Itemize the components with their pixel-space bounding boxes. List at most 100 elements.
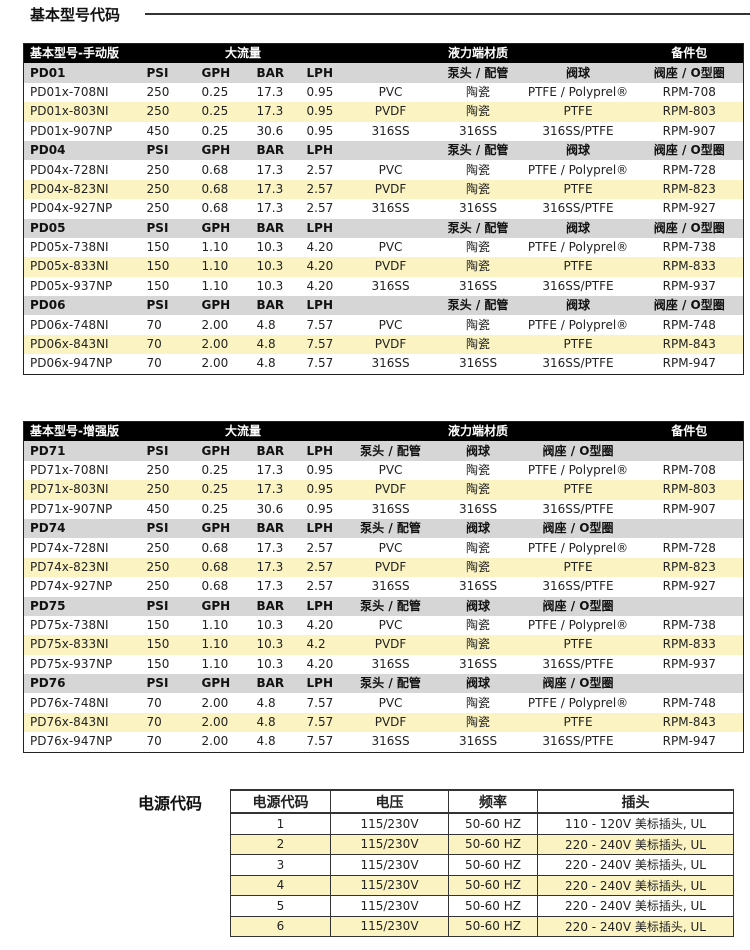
cell: 2.00 (195, 354, 251, 375)
cell: PVC (345, 538, 436, 558)
cell: 4.8 (250, 315, 301, 335)
cell: PD74x-927NP (23, 577, 141, 597)
column-header: 阀球 (435, 674, 521, 694)
table-row: PD05x-937NP 150 1.10 10.3 4.20 316SS 316SS 316S… (23, 276, 744, 297)
cell: PVC (345, 315, 436, 335)
cell: 陶瓷 (435, 557, 521, 578)
cell: RPM-907 (635, 499, 744, 519)
cell: 0.95 (300, 82, 346, 103)
cell: PTFE (520, 334, 636, 355)
power-header-row: 电源代码 电压 频率 插头 (230, 789, 734, 814)
cell: 115/230V (330, 895, 449, 917)
cell: PD06x-843NI (23, 334, 141, 355)
column-header: 泵头 / 配管 (435, 140, 521, 161)
power-row: 6 115/230V 50-60 HZ 220 - 240V 美标插头, UL (230, 915, 734, 937)
column-header: 泵头 / 配管 (345, 596, 436, 616)
column-header: 阀座 / O型圈 (635, 140, 744, 161)
cell: 7.57 (300, 732, 346, 753)
cell: 150 (140, 276, 196, 297)
cell: PVDF (345, 712, 436, 733)
cell: 316SS/PTFE (520, 354, 636, 375)
table-row: PD74x-823NI 250 0.68 17.3 2.57 PVDF 陶瓷 PTFE RPM-… (23, 557, 744, 578)
cell: PVDF (345, 557, 436, 578)
group-name: PD06 (23, 296, 141, 316)
cell: 2.00 (195, 732, 251, 753)
table-row: PD75x-937NP 150 1.10 10.3 4.20 316SS 316SS 316S… (23, 654, 744, 675)
cell: PD76x-843NI (23, 712, 141, 733)
group-header-row: PD06 PSI GPH BAR LPH 泵头 / 配管 阀球 阀座 / O型圈 (23, 296, 744, 316)
cell: RPM-907 (635, 121, 744, 141)
cell: 250 (140, 199, 196, 219)
column-header: 阀座 / O型圈 (635, 63, 744, 83)
cell: 2.00 (195, 334, 251, 355)
group-name: PD75 (23, 596, 141, 616)
cell: RPM-738 (635, 237, 744, 258)
cell: 250 (140, 577, 196, 597)
cell: 70 (140, 693, 196, 713)
cell: PVDF (345, 334, 436, 355)
table-row: PD74x-927NP 250 0.68 17.3 2.57 316SS 316SS 316S… (23, 577, 744, 597)
cell: PD74x-823NI (23, 557, 141, 578)
column-header: 阀座 / O型圈 (520, 518, 636, 539)
table-row: PD71x-803NI 250 0.25 17.3 0.95 PVDF 陶瓷 PTFE RPM-… (23, 480, 744, 500)
cell: 1.10 (195, 276, 251, 297)
cell: 316SS (435, 577, 521, 597)
cell: PTFE / Polyprel® (520, 460, 636, 481)
cell: 0.25 (195, 499, 251, 519)
group-name: PD05 (23, 218, 141, 238)
cell: RPM-738 (635, 615, 744, 636)
table-header-row: 基本型号-增强版 大流量 液力端材质 备件包 (23, 421, 744, 442)
cell: 6 (230, 915, 331, 937)
cell: 17.3 (250, 199, 301, 219)
column-header: BAR (250, 140, 301, 161)
cell: 4 (230, 874, 331, 896)
cell: PD04x-823NI (23, 179, 141, 200)
column-header: 阀座 / O型圈 (520, 674, 636, 694)
cell: 0.68 (195, 557, 251, 578)
cell: 0.95 (300, 499, 346, 519)
cell: 2.57 (300, 557, 346, 578)
wet-end-header: 液力端材质 (435, 43, 521, 64)
column-header: GPH (195, 140, 251, 161)
cell: 陶瓷 (435, 82, 521, 103)
cell: 115/230V (330, 812, 449, 835)
cell: PVC (345, 237, 436, 258)
cell: 17.3 (250, 160, 301, 180)
cell: 0.95 (300, 480, 346, 500)
column-header: GPH (195, 63, 251, 83)
cell: 115/230V (330, 915, 449, 937)
cell: 316SS/PTFE (520, 732, 636, 753)
table-row: PD06x-843NI 70 2.00 4.8 7.57 PVDF 陶瓷 PTFE RPM-84… (23, 334, 744, 355)
column-header (345, 218, 436, 238)
model-header: 基本型号-增强版 (23, 421, 141, 442)
column-header: PSI (140, 518, 196, 539)
cell: 17.3 (250, 102, 301, 122)
column-header (635, 441, 744, 461)
column-header: BAR (250, 296, 301, 316)
cell: 0.25 (195, 480, 251, 500)
table-row: PD74x-728NI 250 0.68 17.3 2.57 PVC 陶瓷 PTFE / Po… (23, 538, 744, 558)
power-row: 1 115/230V 50-60 HZ 110 - 120V 美标插头, UL (230, 812, 734, 835)
cell: PTFE (520, 557, 636, 578)
cell: 110 - 120V 美标插头, UL (537, 812, 734, 835)
group-header-row: PD75 PSI GPH BAR LPH 泵头 / 配管 阀球 阀座 / O型圈 (23, 596, 744, 616)
header-blank (345, 421, 436, 442)
column-header: GPH (195, 296, 251, 316)
cell: PTFE (520, 712, 636, 733)
cell: PVDF (345, 480, 436, 500)
cell: 316SS (435, 654, 521, 675)
column-header: BAR (250, 518, 301, 539)
cell: 316SS (345, 354, 436, 375)
cell: 316SS (435, 732, 521, 753)
cell: PD01x-708NI (23, 82, 141, 103)
enhanced-model-table: 基本型号-增强版 大流量 液力端材质 备件包 PD71 PSI GPH BAR LPH 泵头 / … (23, 421, 745, 753)
power-code-table: 电源代码 电压 频率 插头 1 115/230V 50-60 HZ 110 - 120V 美标… (230, 789, 734, 937)
column-header: LPH (300, 218, 346, 238)
group-name: PD74 (23, 518, 141, 539)
cell: PVDF (345, 635, 436, 655)
table-row: PD04x-823NI 250 0.68 17.3 2.57 PVDF 陶瓷 PTFE RPM-… (23, 179, 744, 200)
cell: 0.68 (195, 199, 251, 219)
cell: PTFE / Polyprel® (520, 615, 636, 636)
cell: 250 (140, 480, 196, 500)
cell: RPM-947 (635, 732, 744, 753)
